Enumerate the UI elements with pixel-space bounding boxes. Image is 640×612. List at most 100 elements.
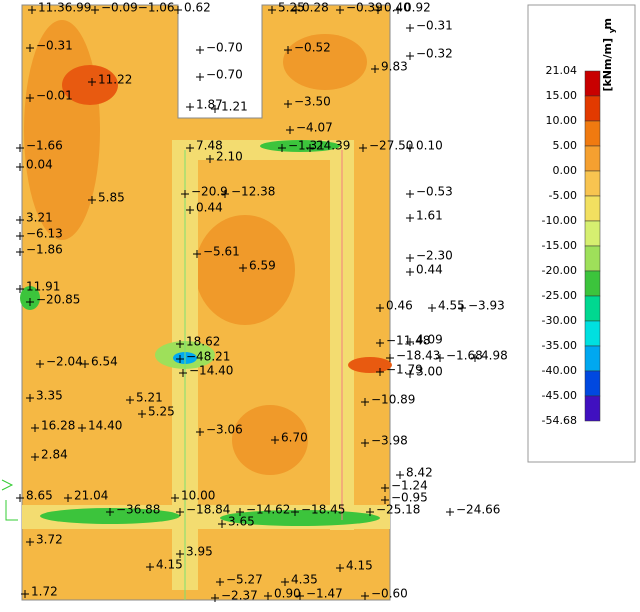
value-label: 4.15	[156, 558, 183, 572]
point-marker	[406, 24, 414, 32]
point-marker	[221, 190, 229, 198]
point-marker	[284, 46, 292, 54]
value-label: −18.45	[301, 503, 345, 517]
point-marker	[196, 73, 204, 81]
contour	[62, 65, 118, 105]
point-marker	[361, 439, 369, 447]
legend-label: 15.00	[546, 89, 578, 102]
value-label: −0.53	[416, 185, 453, 199]
point-marker	[446, 508, 454, 516]
value-label: 0.44	[196, 201, 223, 215]
point-marker	[386, 354, 394, 362]
value-label: −12.38	[231, 185, 275, 199]
legend-box	[527, 4, 636, 463]
point-marker	[91, 6, 99, 14]
legend-swatch	[584, 95, 601, 122]
legend-label: -10.00	[542, 214, 577, 227]
value-label: 7.48	[196, 139, 223, 153]
legend-swatch	[584, 70, 601, 97]
value-label: 3.35	[36, 389, 63, 403]
legend-swatch	[584, 370, 601, 397]
point-marker	[174, 6, 182, 14]
value-label: −0.52	[294, 41, 331, 55]
point-marker	[268, 6, 276, 14]
point-marker	[236, 508, 244, 516]
point-marker	[16, 163, 24, 171]
point-marker	[78, 424, 86, 432]
point-marker	[374, 6, 382, 14]
point-marker	[176, 550, 184, 558]
value-label: −2.37	[221, 589, 258, 603]
point-marker	[31, 453, 39, 461]
point-marker	[186, 103, 194, 111]
point-marker	[36, 360, 44, 368]
point-marker	[359, 144, 367, 152]
value-label: −1.68	[446, 349, 483, 363]
legend-subscript: y	[608, 27, 617, 33]
value-label: 2.84	[41, 448, 68, 462]
legend-swatch	[584, 270, 601, 297]
value-label: 3.95	[186, 545, 213, 559]
point-marker	[193, 250, 201, 258]
value-label: −20.85	[36, 293, 80, 307]
value-label: −0.01	[36, 89, 73, 103]
value-label: 2.10	[216, 150, 243, 164]
value-label: −5.27	[226, 573, 263, 587]
point-marker	[196, 46, 204, 54]
legend-swatch	[584, 295, 601, 322]
value-label: −1.79	[386, 363, 423, 377]
legend-label: -30.00	[542, 314, 577, 327]
value-label: −5.61	[203, 245, 240, 259]
point-marker	[146, 563, 154, 571]
value-label: −0.31	[416, 19, 453, 33]
point-marker	[406, 144, 414, 152]
point-marker	[26, 94, 34, 102]
value-label: 1.21	[221, 100, 248, 114]
legend-swatch	[584, 220, 601, 247]
point-marker	[436, 354, 444, 362]
point-marker	[64, 494, 72, 502]
contour	[195, 215, 295, 325]
point-marker	[26, 538, 34, 546]
point-marker	[211, 105, 219, 113]
point-marker	[26, 394, 34, 402]
value-label: −11.48	[386, 334, 430, 348]
value-label: 3.72	[36, 533, 63, 547]
point-marker	[31, 424, 39, 432]
support	[1, 479, 18, 521]
legend-label: -15.00	[542, 239, 577, 252]
value-label: −1.31	[288, 139, 325, 153]
point-marker	[406, 338, 414, 346]
point-marker	[366, 508, 374, 516]
value-label: 9.83	[381, 60, 408, 74]
value-label: 6.59	[249, 259, 276, 273]
value-label: 4.09	[416, 333, 443, 347]
value-label: 4.98	[481, 349, 508, 363]
legend-swatch	[584, 395, 601, 422]
legend-swatch	[584, 170, 601, 197]
point-marker	[16, 494, 24, 502]
value-label: 16.28	[41, 419, 75, 433]
point-marker	[218, 520, 226, 528]
value-label: −36.88	[116, 503, 160, 517]
point-marker	[264, 592, 272, 600]
value-label: −0.60	[371, 587, 408, 601]
value-label: −20.9	[191, 185, 228, 199]
point-marker	[106, 508, 114, 516]
value-label: −10.89	[371, 393, 415, 407]
point-marker	[406, 52, 414, 60]
value-label: 6.54	[91, 355, 118, 369]
point-marker	[361, 592, 369, 600]
value-label: 5.21	[136, 391, 163, 405]
point-marker	[278, 144, 286, 152]
value-label: −0.31	[36, 39, 73, 53]
value-label: 5.85	[98, 191, 125, 205]
value-label: −1.86	[26, 243, 63, 257]
point-marker	[176, 355, 184, 363]
legend-unit: [kNm/m]	[601, 38, 614, 92]
point-marker	[171, 494, 179, 502]
value-label: 3.21	[26, 211, 53, 225]
point-marker	[292, 6, 300, 14]
point-marker	[428, 304, 436, 312]
point-marker	[16, 144, 24, 152]
